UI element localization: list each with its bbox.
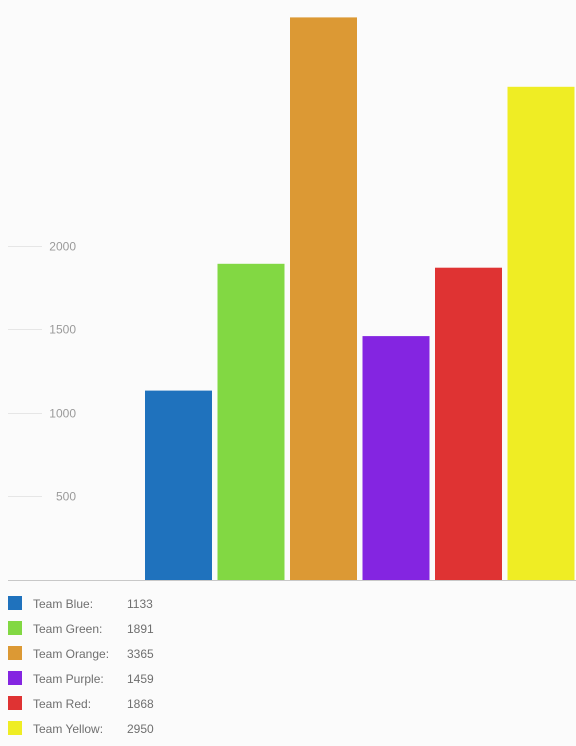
bar-chart: 500 1000 1500 2000 bbox=[8, 17, 576, 581]
legend-label: Team Purple: bbox=[33, 672, 104, 686]
bar[interactable] bbox=[435, 267, 502, 580]
legend-swatch bbox=[8, 646, 22, 660]
legend-item[interactable]: Team Green: 1891 bbox=[8, 621, 308, 646]
legend-value: 1133 bbox=[127, 597, 153, 611]
legend-value: 2950 bbox=[127, 722, 154, 736]
legend-swatch bbox=[8, 721, 22, 735]
legend-label: Team Blue: bbox=[33, 597, 94, 611]
legend-item[interactable]: Team Blue: 1133 bbox=[8, 596, 308, 621]
legend-value: 1891 bbox=[127, 622, 154, 636]
legend-label: Team Red: bbox=[33, 697, 92, 711]
y-tick-label: 2000 bbox=[49, 240, 76, 254]
bars bbox=[145, 17, 575, 581]
legend-value: 3365 bbox=[127, 647, 154, 661]
legend-swatch bbox=[8, 671, 22, 685]
y-grid: 500 1000 1500 2000 bbox=[8, 240, 76, 504]
legend-swatch bbox=[8, 696, 22, 710]
legend-label: Team Yellow: bbox=[33, 722, 104, 736]
legend-item[interactable]: Team Purple: 1459 bbox=[8, 671, 308, 696]
y-tick-label: 1000 bbox=[49, 407, 76, 421]
legend-item[interactable]: Team Red: 1868 bbox=[8, 696, 308, 721]
bar[interactable] bbox=[507, 86, 575, 581]
bar[interactable] bbox=[217, 263, 285, 580]
legend-label: Team Green: bbox=[33, 622, 103, 636]
legend-value: 1868 bbox=[127, 697, 154, 711]
y-tick-label: 1500 bbox=[49, 323, 76, 337]
legend-item[interactable]: Team Yellow: 2950 bbox=[8, 721, 308, 746]
bar[interactable] bbox=[362, 336, 430, 580]
legend: Team Blue: 1133 Team Green: 1891 Team Orange… bbox=[8, 596, 308, 746]
bar[interactable] bbox=[145, 390, 212, 580]
y-tick-label: 500 bbox=[56, 490, 76, 504]
legend-item[interactable]: Team Orange: 3365 bbox=[8, 646, 308, 671]
bar[interactable] bbox=[290, 17, 357, 580]
legend-value: 1459 bbox=[127, 672, 154, 686]
legend-swatch bbox=[8, 621, 22, 635]
legend-label: Team Orange: bbox=[33, 647, 110, 661]
legend-swatch bbox=[8, 596, 22, 610]
